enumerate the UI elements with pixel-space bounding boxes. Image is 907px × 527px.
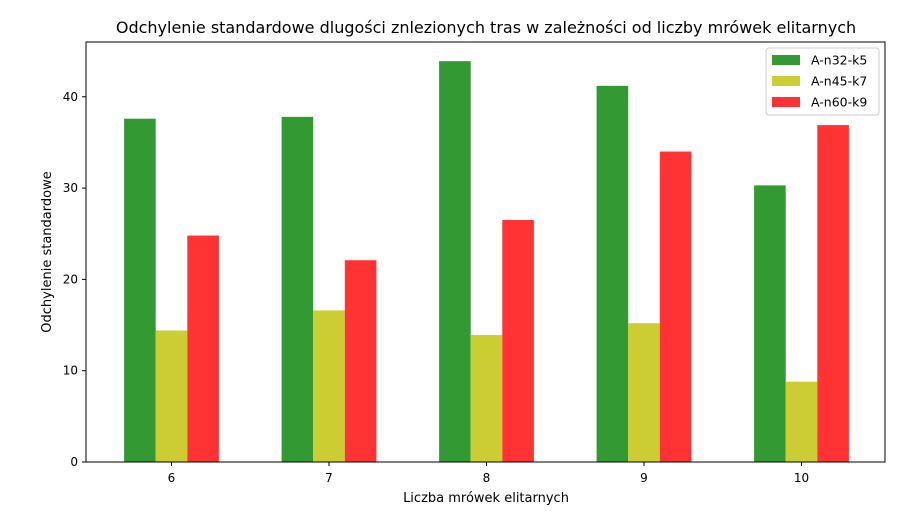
x-tick-label: 6 xyxy=(168,471,176,485)
x-axis-label: Liczba mrówek elitarnych xyxy=(403,491,569,506)
legend-swatch xyxy=(772,76,800,86)
bar-a-n60-k9-8 xyxy=(502,220,534,462)
y-tick-label: 30 xyxy=(63,181,78,195)
legend-label: A-n32-k5 xyxy=(811,53,867,68)
plot-frame xyxy=(85,41,886,463)
bar-a-n32-k5-6 xyxy=(124,118,156,462)
legend-swatch xyxy=(772,97,800,107)
bar-a-n60-k9-6 xyxy=(187,235,219,462)
y-tick-label: 40 xyxy=(63,90,78,104)
bar-a-n45-k7-7 xyxy=(313,310,345,462)
y-axis-label: Odchylenie standardowe xyxy=(40,171,55,332)
bar-a-n45-k7-6 xyxy=(155,330,188,462)
bar-a-n32-k5-10 xyxy=(754,185,786,462)
legend-label: A-n45-k7 xyxy=(811,74,867,89)
bar-a-n45-k7-9 xyxy=(628,323,660,462)
bar-a-n45-k7-8 xyxy=(470,335,503,462)
legend: A-n32-k5 A-n45-k7 A-n60-k9 xyxy=(765,47,880,116)
legend-label: A-n60-k9 xyxy=(811,95,867,110)
y-tick-label: 10 xyxy=(63,364,78,378)
bar-a-n32-k5-7 xyxy=(281,116,314,463)
bar-a-n60-k9-9 xyxy=(659,151,692,462)
bar-a-n45-k7-10 xyxy=(785,381,818,462)
x-tick-label: 7 xyxy=(325,471,333,485)
x-tick-label: 10 xyxy=(794,471,809,485)
chart-title: Odchylenie standardowe dlugości znlezion… xyxy=(116,18,856,37)
x-tick-label: 8 xyxy=(483,471,491,485)
bar-a-n60-k9-10 xyxy=(817,125,849,462)
y-tick-label: 0 xyxy=(70,455,78,469)
bars-group xyxy=(124,61,849,463)
x-axis-ticks: 6 7 8 9 10 xyxy=(168,462,809,485)
y-axis-ticks: 0 10 20 30 40 xyxy=(63,90,86,469)
y-tick-label: 20 xyxy=(63,272,78,286)
bar-a-n32-k5-9 xyxy=(596,85,629,462)
bar-a-n32-k5-8 xyxy=(439,61,471,463)
legend-swatch xyxy=(772,55,800,65)
x-tick-label: 9 xyxy=(640,471,648,485)
bar-a-n60-k9-7 xyxy=(344,260,377,462)
